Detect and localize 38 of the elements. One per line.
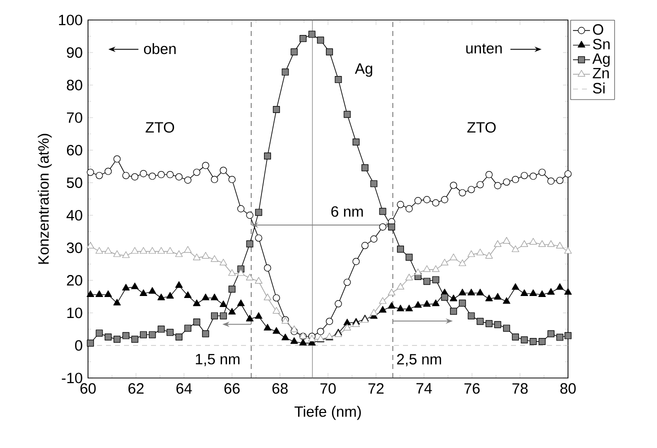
x-tick-label: 72 bbox=[368, 383, 384, 394]
y-tick-label: 100 bbox=[59, 14, 82, 26]
legend-label: Ag bbox=[592, 54, 610, 67]
x-tick-label: 66 bbox=[224, 383, 240, 394]
y-tick-label: 90 bbox=[66, 47, 82, 58]
annotation: 2,5 nm bbox=[397, 354, 442, 366]
x-tick-label: 76 bbox=[464, 383, 480, 394]
x-tick-label: 64 bbox=[176, 383, 192, 394]
annotation: oben bbox=[144, 43, 176, 54]
legend-label: O bbox=[593, 24, 604, 35]
x-tick-label: 70 bbox=[320, 383, 336, 394]
x-tick-label: 62 bbox=[128, 383, 144, 394]
x-tick-label: 60 bbox=[80, 383, 96, 394]
annotation: unten bbox=[466, 44, 502, 54]
y-axis-title: Konzentration (at%) bbox=[38, 134, 52, 264]
x-tick-label: 78 bbox=[512, 383, 528, 394]
y-tick-label: 70 bbox=[66, 112, 82, 123]
y-tick-label: 60 bbox=[66, 144, 82, 156]
x-tick-label: 74 bbox=[416, 383, 432, 394]
annotation: ZTO bbox=[467, 122, 496, 133]
x-axis-title: Tiefe (nm) bbox=[294, 406, 361, 420]
y-tick-label: 30 bbox=[66, 242, 82, 254]
x-tick-label: 68 bbox=[272, 383, 288, 394]
y-tick-label: 50 bbox=[66, 177, 82, 188]
y-tick-label: 40 bbox=[66, 210, 82, 221]
legend-label: Sn bbox=[592, 38, 610, 50]
y-tick-label: -10 bbox=[62, 372, 82, 384]
y-tick-label: 80 bbox=[66, 80, 82, 90]
x-tick-label: 80 bbox=[560, 383, 576, 394]
y-tick-label: 0 bbox=[75, 340, 82, 351]
legend-label: Zn bbox=[592, 68, 609, 78]
annotation: 6 nm bbox=[331, 206, 363, 217]
y-tick-label: 20 bbox=[66, 275, 82, 286]
legend-label: Si bbox=[592, 82, 605, 94]
y-tick-label: 10 bbox=[67, 308, 82, 318]
annotation: 1,5 nm bbox=[196, 354, 240, 366]
annotation: ZTO bbox=[146, 122, 174, 133]
annotation: Ag bbox=[354, 63, 372, 77]
